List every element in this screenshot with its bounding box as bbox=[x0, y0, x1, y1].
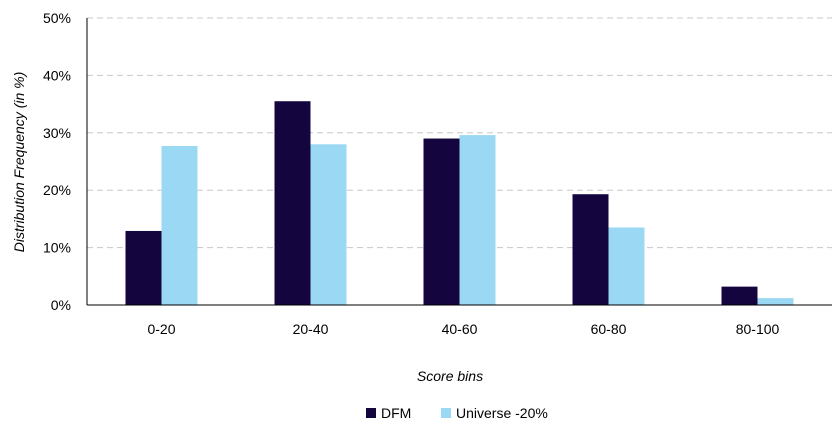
bar-dfm-60-80 bbox=[572, 194, 609, 305]
axes bbox=[86, 18, 832, 306]
bar-dfm-80-100 bbox=[721, 286, 758, 305]
bar-universe-20-0-20 bbox=[161, 146, 198, 305]
x-tick-label: 0-20 bbox=[147, 321, 175, 337]
x-axis-title: Score bins bbox=[417, 368, 483, 384]
y-tick-label: 10% bbox=[43, 240, 71, 256]
legend-label-universe: Universe -20% bbox=[456, 405, 548, 421]
y-axis-title: Distribution Frequency (in %) bbox=[11, 72, 27, 253]
bar-dfm-20-40 bbox=[274, 101, 311, 305]
x-tick-label: 40-60 bbox=[442, 321, 478, 337]
x-tick-label: 60-80 bbox=[591, 321, 627, 337]
bars bbox=[125, 101, 794, 305]
y-tick-label: 30% bbox=[43, 125, 71, 141]
legend-swatch-universe bbox=[441, 408, 451, 418]
legend-swatch-dfm bbox=[366, 408, 376, 418]
legend-label-dfm: DFM bbox=[381, 405, 411, 421]
bar-universe-20-40-60 bbox=[459, 135, 496, 305]
x-tick-label: 20-40 bbox=[293, 321, 329, 337]
bar-dfm-0-20 bbox=[125, 230, 162, 305]
y-tick-label: 50% bbox=[43, 10, 71, 26]
bar-dfm-40-60 bbox=[423, 138, 460, 305]
bar-universe-20-20-40 bbox=[310, 144, 347, 305]
gridlines bbox=[87, 17, 832, 249]
y-tick-label: 0% bbox=[51, 297, 71, 313]
bar-universe-20-80-100 bbox=[757, 298, 794, 305]
y-tick-label: 20% bbox=[43, 182, 71, 198]
legend: DFM Universe -20% bbox=[366, 405, 548, 421]
y-tick-labels: 0% 10% 20% 30% 40% 50% bbox=[43, 10, 71, 313]
bar-universe-20-60-80 bbox=[608, 227, 645, 305]
x-tick-label: 80-100 bbox=[736, 321, 780, 337]
y-tick-label: 40% bbox=[43, 67, 71, 83]
x-tick-labels: 0-20 20-40 40-60 60-80 80-100 bbox=[147, 321, 779, 337]
